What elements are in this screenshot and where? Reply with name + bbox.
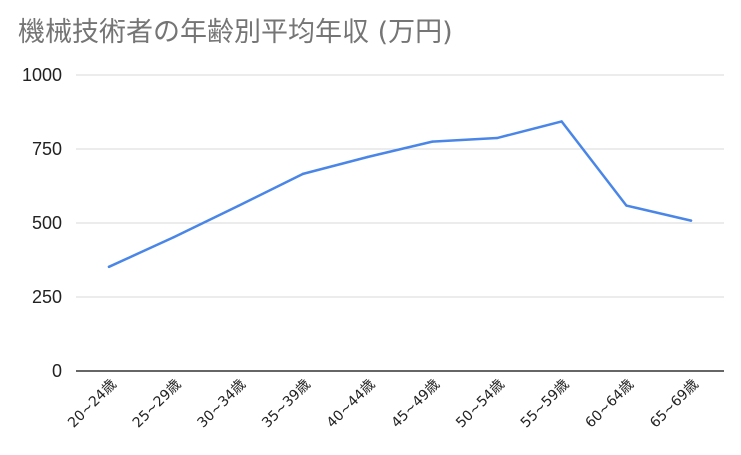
x-axis-ticks: 20~24歳 25~29歳 30~34歳 35~39歳 40~44歳 45~49歳 50~5… — [65, 377, 702, 432]
series-layer — [107, 120, 693, 269]
chart-title: 機械技術者の年齢別平均年収 (万円) — [18, 17, 453, 48]
x-tick-label: 25~29歳 — [130, 377, 185, 432]
data-point — [431, 140, 434, 143]
x-tick-label: 65~69歳 — [647, 377, 702, 432]
data-point — [625, 204, 628, 207]
data-point — [107, 265, 111, 269]
y-tick-label: 0 — [52, 361, 62, 381]
x-tick-label: 50~54歳 — [453, 377, 508, 432]
y-tick-label: 500 — [32, 213, 62, 233]
data-point — [172, 236, 175, 239]
x-tick-label: 45~49歳 — [388, 377, 443, 432]
data-point — [301, 172, 305, 176]
gridlines — [76, 74, 724, 372]
y-tick-label: 1000 — [22, 65, 62, 85]
data-point — [237, 204, 240, 208]
x-tick-label: 55~59歳 — [518, 377, 573, 432]
series-line — [107, 120, 693, 269]
y-tick-label: 750 — [32, 139, 62, 159]
data-point — [495, 136, 499, 140]
x-tick-label: 20~24歳 — [65, 377, 120, 432]
x-tick-label: 30~34歳 — [194, 377, 249, 432]
x-tick-label: 40~44歳 — [324, 377, 379, 432]
data-point — [366, 155, 369, 159]
x-tick-label: 60~64歳 — [582, 377, 637, 432]
x-tick-label: 35~39歳 — [259, 377, 314, 432]
data-point — [689, 219, 693, 222]
y-tick-label: 250 — [32, 287, 62, 307]
data-point — [560, 120, 563, 123]
y-axis-ticks: 0 250 500 750 1000 — [22, 65, 62, 381]
